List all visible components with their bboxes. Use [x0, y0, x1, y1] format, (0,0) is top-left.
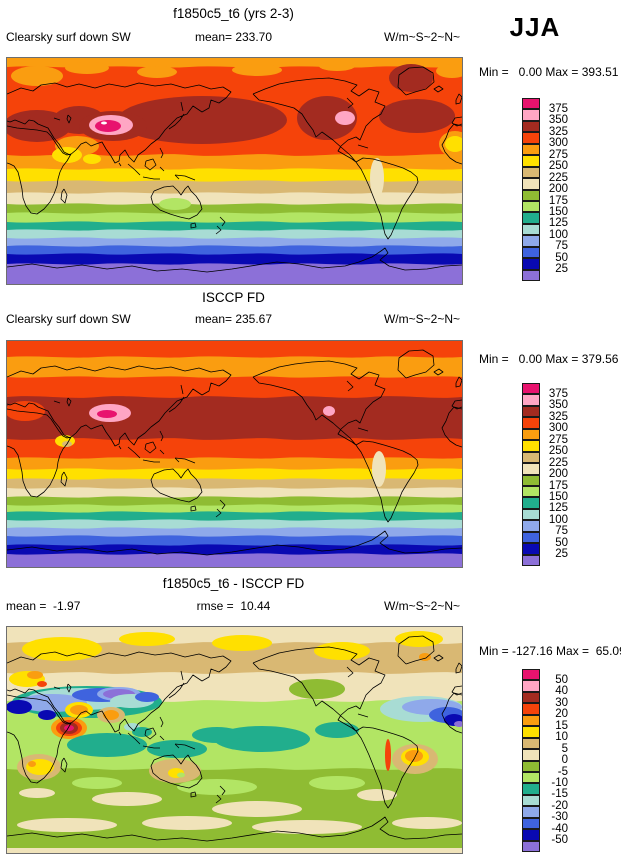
panel1-colorbar-labels: 375 350 325 300 275 250 225 200 175 150 125 10… — [548, 103, 568, 276]
obs-map-svg — [7, 341, 462, 567]
panel1-units-label: W/m~S~2~N~ — [383, 30, 460, 44]
panel2-colorbar — [522, 383, 540, 566]
panel3-title: f1850c5_t6 - ISCCP FD — [162, 576, 305, 591]
panel2-variable-label: Clearsky surf down SW — [6, 312, 131, 326]
panel3-mean-value: mean = -1.97 — [6, 599, 81, 613]
panel2-minmax: Min = 0.00 Max = 379.56 — [479, 352, 619, 366]
panel1-colorbar — [522, 98, 540, 281]
panel3-units-label: W/m~S~2~N~ — [383, 599, 460, 613]
panel2-units-label: W/m~S~2~N~ — [383, 312, 460, 326]
panel1-title: f1850c5_t6 (yrs 2-3) — [173, 6, 294, 21]
panel3-subtitle-row: mean = -1.97 rmse = 10.44 W/m~S~2~N~ — [6, 599, 461, 613]
obs-map — [6, 340, 463, 568]
panel3-minmax: Min = -127.16 Max = 65.09 — [479, 644, 621, 658]
panel1-variable-label: Clearsky surf down SW — [6, 30, 131, 44]
panel2-title: ISCCP FD — [202, 290, 265, 305]
panel1-minmax: Min = 0.00 Max = 393.51 — [479, 65, 619, 79]
panel2-subtitle-row: Clearsky surf down SW mean= 235.67 W/m~S… — [6, 312, 461, 326]
diff-map — [6, 626, 463, 854]
panel3-rmse-value: rmse = 10.44 — [196, 599, 271, 613]
panel1-mean-value: mean= 233.70 — [194, 30, 273, 44]
model-map-svg — [7, 58, 462, 284]
panel1-subtitle-row: Clearsky surf down SW mean= 233.70 W/m~S… — [6, 30, 461, 44]
season-label: JJA — [509, 12, 561, 42]
model-map — [6, 57, 463, 285]
panel2-colorbar-labels: 375 350 325 300 275 250 225 200 175 150 125 10… — [548, 388, 568, 561]
panel2-mean-value: mean= 235.67 — [194, 312, 273, 326]
diff-map-svg — [7, 627, 462, 853]
panel3-colorbar — [522, 669, 540, 852]
